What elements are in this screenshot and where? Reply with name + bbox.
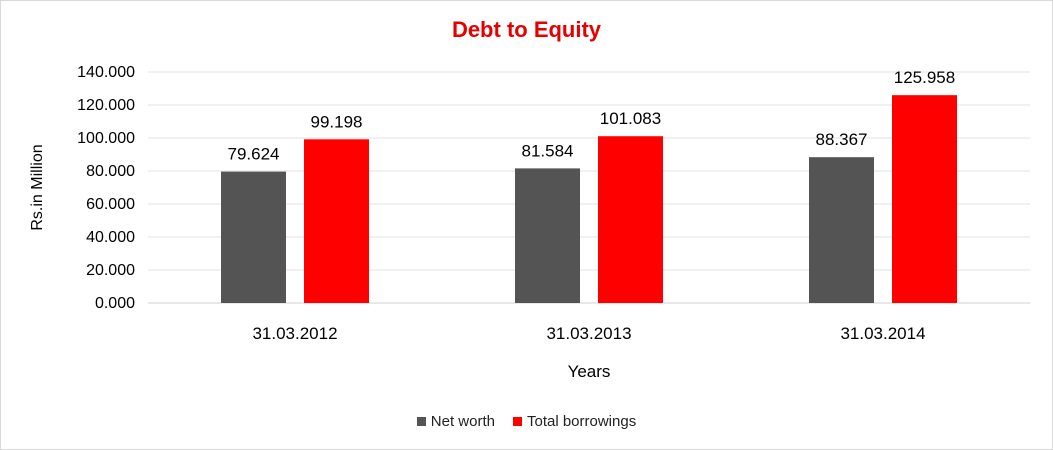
x-tick-label: 31.03.2012 — [252, 324, 337, 343]
legend-item-net-worth: Net worth — [416, 413, 495, 430]
y-tick-label: 140.000 — [77, 64, 135, 81]
legend-label-net-worth: Net worth — [430, 413, 495, 430]
bar — [809, 157, 874, 303]
y-tick-label: 40.000 — [86, 229, 135, 246]
y-tick-label: 100.000 — [77, 130, 135, 147]
bar — [304, 139, 369, 303]
legend-swatch-total-borrowings — [512, 417, 522, 426]
data-label: 125.958 — [894, 68, 955, 87]
bar — [515, 168, 580, 303]
x-tick-label: 31.03.2014 — [840, 324, 925, 343]
x-tick-label: 31.03.2013 — [546, 324, 631, 343]
legend-item-total-borrowings: Total borrowings — [512, 413, 637, 430]
data-label: 101.083 — [600, 109, 661, 128]
bar — [221, 171, 286, 303]
y-axis-title: Rs.in Million — [29, 144, 46, 230]
legend: Net worth Total borrowings — [0, 413, 1053, 430]
data-label: 88.367 — [816, 130, 868, 149]
legend-label-total-borrowings: Total borrowings — [526, 413, 637, 430]
y-tick-label: 60.000 — [86, 196, 135, 213]
chart-title: Debt to Equity — [451, 17, 602, 42]
y-tick-label: 0.000 — [95, 295, 135, 312]
data-label: 79.624 — [228, 145, 280, 164]
bar — [598, 136, 663, 303]
data-label: 81.584 — [522, 141, 574, 160]
y-tick-label: 20.000 — [86, 262, 135, 279]
y-tick-label: 80.000 — [86, 163, 135, 180]
bar — [892, 95, 957, 303]
data-label: 99.198 — [311, 112, 363, 131]
x-axis-title: Years — [568, 362, 611, 381]
legend-swatch-net-worth — [416, 417, 426, 426]
y-tick-label: 120.000 — [77, 97, 135, 114]
